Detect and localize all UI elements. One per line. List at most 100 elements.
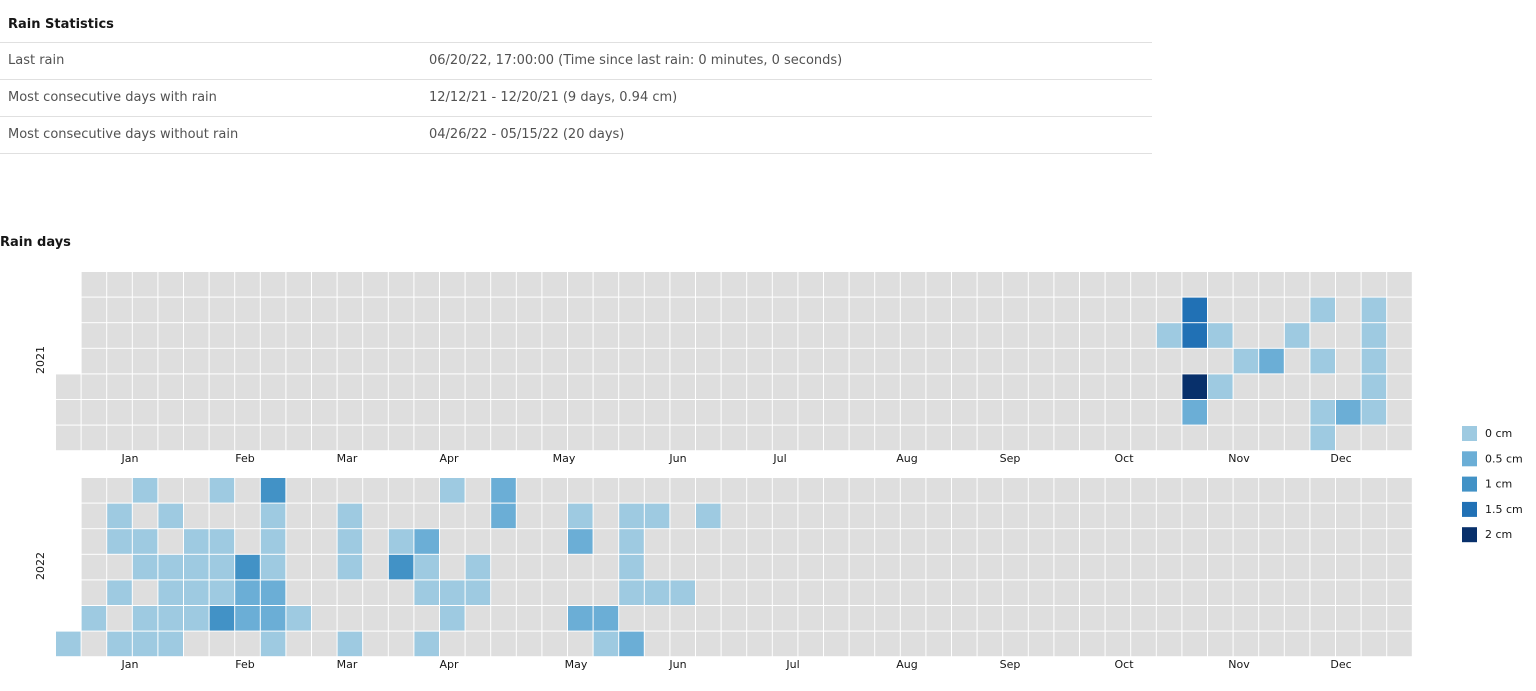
- day-cell[interactable]: [670, 272, 695, 297]
- day-cell[interactable]: [747, 554, 772, 580]
- day-cell[interactable]: [1156, 631, 1182, 657]
- day-cell[interactable]: [209, 297, 235, 323]
- day-cell[interactable]: [1003, 631, 1028, 657]
- day-cell[interactable]: [209, 529, 235, 554]
- day-cell[interactable]: [1361, 272, 1387, 297]
- day-cell[interactable]: [798, 348, 823, 374]
- day-cell[interactable]: [81, 272, 107, 297]
- day-cell[interactable]: [926, 297, 951, 323]
- day-cell[interactable]: [184, 374, 209, 399]
- day-cell[interactable]: [619, 478, 644, 503]
- day-cell[interactable]: [1233, 529, 1259, 554]
- day-cell[interactable]: [1336, 348, 1361, 374]
- day-cell[interactable]: [1310, 554, 1335, 580]
- day-cell[interactable]: [1003, 503, 1028, 529]
- day-cell[interactable]: [1054, 323, 1079, 348]
- day-cell[interactable]: [260, 374, 286, 399]
- day-cell[interactable]: [772, 478, 798, 503]
- day-cell[interactable]: [1156, 323, 1182, 348]
- day-cell[interactable]: [644, 374, 670, 399]
- day-cell[interactable]: [670, 503, 695, 529]
- day-cell[interactable]: [1003, 554, 1028, 580]
- day-cell[interactable]: [1105, 478, 1131, 503]
- day-cell[interactable]: [542, 580, 567, 605]
- day-cell[interactable]: [798, 503, 823, 529]
- day-cell[interactable]: [1208, 348, 1233, 374]
- day-cell[interactable]: [516, 606, 542, 631]
- day-cell[interactable]: [1054, 478, 1079, 503]
- day-cell[interactable]: [1054, 374, 1079, 399]
- day-cell[interactable]: [772, 554, 798, 580]
- day-cell[interactable]: [670, 631, 695, 657]
- day-cell[interactable]: [670, 374, 695, 399]
- day-cell[interactable]: [516, 425, 542, 451]
- day-cell[interactable]: [542, 554, 567, 580]
- day-cell[interactable]: [1284, 297, 1310, 323]
- day-cell[interactable]: [542, 529, 567, 554]
- day-cell[interactable]: [568, 478, 593, 503]
- day-cell[interactable]: [875, 478, 900, 503]
- day-cell[interactable]: [1131, 374, 1156, 399]
- day-cell[interactable]: [337, 606, 363, 631]
- day-cell[interactable]: [107, 297, 132, 323]
- day-cell[interactable]: [1259, 272, 1284, 297]
- day-cell[interactable]: [1387, 297, 1412, 323]
- day-cell[interactable]: [1182, 529, 1207, 554]
- day-cell[interactable]: [235, 272, 260, 297]
- day-cell[interactable]: [286, 554, 311, 580]
- day-cell[interactable]: [952, 554, 977, 580]
- day-cell[interactable]: [1387, 348, 1412, 374]
- day-cell[interactable]: [1387, 478, 1412, 503]
- day-cell[interactable]: [900, 554, 926, 580]
- day-cell[interactable]: [260, 400, 286, 425]
- day-cell[interactable]: [107, 272, 132, 297]
- day-cell[interactable]: [1259, 348, 1284, 374]
- day-cell[interactable]: [593, 400, 619, 425]
- day-cell[interactable]: [516, 503, 542, 529]
- day-cell[interactable]: [593, 323, 619, 348]
- day-cell[interactable]: [132, 348, 158, 374]
- day-cell[interactable]: [1105, 400, 1131, 425]
- day-cell[interactable]: [158, 580, 183, 605]
- day-cell[interactable]: [721, 606, 747, 631]
- day-cell[interactable]: [824, 606, 849, 631]
- day-cell[interactable]: [1080, 374, 1105, 399]
- day-cell[interactable]: [209, 400, 235, 425]
- day-cell[interactable]: [798, 297, 823, 323]
- day-cell[interactable]: [81, 297, 107, 323]
- day-cell[interactable]: [670, 425, 695, 451]
- day-cell[interactable]: [593, 348, 619, 374]
- day-cell[interactable]: [440, 503, 465, 529]
- day-cell[interactable]: [286, 529, 311, 554]
- day-cell[interactable]: [81, 400, 107, 425]
- day-cell[interactable]: [696, 580, 721, 605]
- day-cell[interactable]: [1028, 272, 1054, 297]
- day-cell[interactable]: [440, 478, 465, 503]
- day-cell[interactable]: [696, 606, 721, 631]
- day-cell[interactable]: [849, 529, 875, 554]
- day-cell[interactable]: [952, 425, 977, 451]
- day-cell[interactable]: [337, 374, 363, 399]
- day-cell[interactable]: [132, 529, 158, 554]
- day-cell[interactable]: [235, 297, 260, 323]
- day-cell[interactable]: [1131, 606, 1156, 631]
- day-cell[interactable]: [465, 400, 491, 425]
- day-cell[interactable]: [1105, 374, 1131, 399]
- day-cell[interactable]: [1208, 425, 1233, 451]
- day-cell[interactable]: [1259, 503, 1284, 529]
- day-cell[interactable]: [312, 478, 337, 503]
- day-cell[interactable]: [696, 297, 721, 323]
- day-cell[interactable]: [312, 425, 337, 451]
- day-cell[interactable]: [644, 529, 670, 554]
- day-cell[interactable]: [1054, 272, 1079, 297]
- day-cell[interactable]: [1284, 606, 1310, 631]
- day-cell[interactable]: [798, 374, 823, 399]
- day-cell[interactable]: [337, 631, 363, 657]
- day-cell[interactable]: [900, 529, 926, 554]
- day-cell[interactable]: [798, 631, 823, 657]
- day-cell[interactable]: [235, 631, 260, 657]
- day-cell[interactable]: [1028, 529, 1054, 554]
- day-cell[interactable]: [977, 400, 1003, 425]
- day-cell[interactable]: [977, 323, 1003, 348]
- day-cell[interactable]: [977, 580, 1003, 605]
